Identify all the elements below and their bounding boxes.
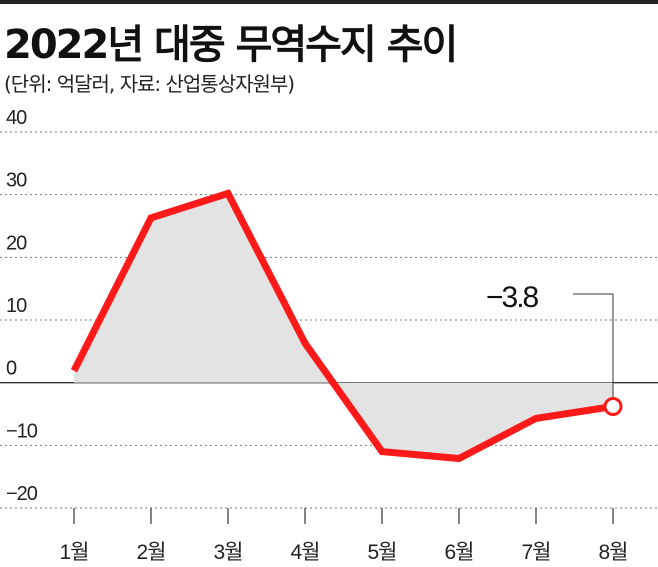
series-line [70, 189, 614, 463]
y-tick-label-2: 20 [6, 232, 27, 254]
x-tick-label-6: 7월 [522, 541, 551, 564]
y-tick-label-4: 0 [6, 358, 17, 380]
top-rule [0, 0, 658, 4]
callout-label: −3.8 [486, 281, 539, 314]
callout-layer: −3.8 [486, 281, 623, 416]
line-layer [70, 189, 614, 463]
x-tick-label-3: 4월 [291, 541, 320, 564]
x-tick-label-2: 3월 [214, 541, 243, 564]
chart-title: 2022년 대중 무역수지 추이 [4, 22, 458, 68]
chart-subtitle: (단위: 억달러, 자료: 산업통상자원부) [4, 72, 295, 96]
area-layer [74, 193, 613, 459]
y-tick-label-6: −20 [6, 483, 38, 505]
x-tick-label-5: 6월 [445, 541, 474, 564]
y-tick-label-3: 10 [6, 295, 27, 317]
series-area [74, 193, 613, 459]
last-point-marker [603, 396, 623, 416]
x-tick-label-0: 1월 [60, 541, 89, 564]
x-tick-label-4: 5월 [368, 541, 397, 564]
tick-layer: 40 30 20 10 0 −10 −20 1월 2월 3월 4월 5월 6월 7월 8월 [6, 107, 629, 564]
y-tick-label-1: 30 [6, 170, 27, 192]
x-tick-label-7: 8월 [599, 541, 628, 564]
y-tick-label-0: 40 [6, 107, 27, 129]
y-tick-label-5: −10 [6, 420, 38, 442]
x-tick-label-1: 2월 [137, 541, 166, 564]
callout-leader [573, 293, 614, 398]
